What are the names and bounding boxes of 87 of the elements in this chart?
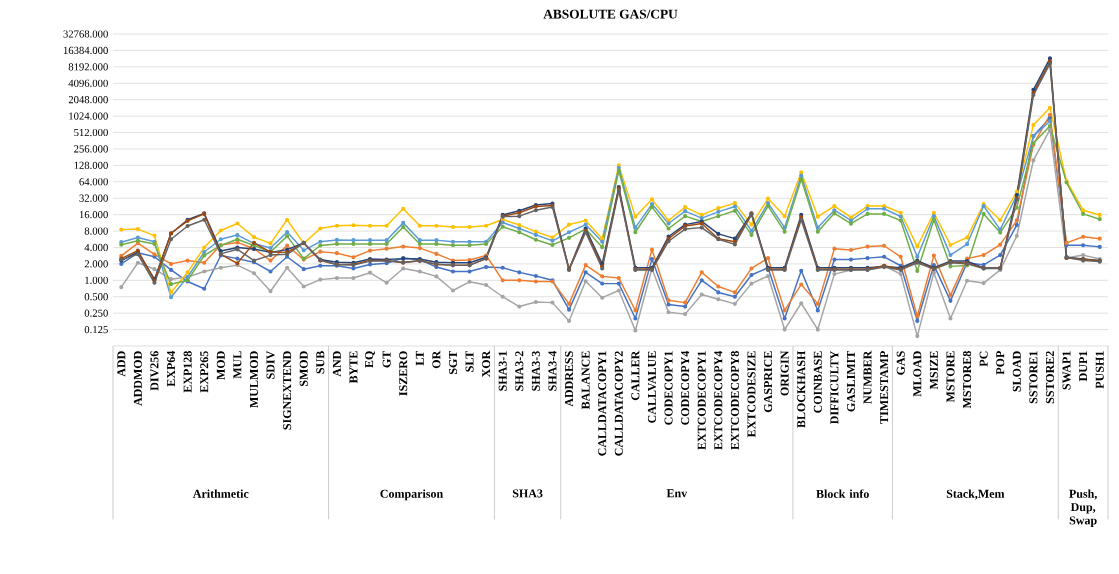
x-tick-label: PC [979, 351, 988, 367]
text: Stack,Mem [946, 489, 1005, 500]
x-tick-label: POP [996, 351, 1005, 375]
y-tick-label: 1024.000 [69, 112, 108, 120]
x-tick-label: SLOAD [1012, 351, 1021, 392]
x-tick-label: OR [432, 350, 441, 369]
chart-title: ABSOLUTE GAS/CPU [543, 9, 678, 19]
text: Push, Dup, Swap [1069, 489, 1097, 527]
x-tick-label: ISZERO [399, 351, 408, 396]
y-tick-label: 16384.000 [63, 46, 108, 55]
y-tick-label: 16.000 [79, 211, 108, 219]
x-tick-label: CALLER [631, 350, 640, 401]
x-tick-label: SWAP1 [1062, 351, 1071, 390]
x-tick-label: SSTORE2 [1045, 351, 1055, 404]
x-tick-label: MOD [216, 351, 225, 380]
x-tick-label: BLOCKHASH [797, 350, 806, 428]
x-tick-label: LT [415, 350, 424, 366]
x-tick-label: TIMESTAMP [880, 351, 889, 424]
x-tick-label: EQ [365, 351, 375, 368]
x-tick-label: GT [382, 350, 391, 368]
x-tick-label: CODECOPY1 [664, 351, 673, 425]
x-tick-label: BALANCE [581, 351, 590, 410]
y-tick-label: 8192.000 [68, 63, 108, 71]
x-tick-label: CALLDATACOPY2 [614, 351, 623, 456]
x-tick-label: MSIZE [929, 351, 938, 390]
y-tick-label: 0.250 [84, 309, 108, 317]
text: Block info [816, 489, 869, 498]
x-tick-label: SHA3-1 [498, 351, 507, 391]
x-tick-label: XOR [482, 350, 491, 378]
x-tick-label: DIFFICULTY [830, 350, 839, 425]
x-tick-label: SIGNEXTEND [283, 351, 292, 430]
x-tick-label: COINBASE [813, 351, 822, 413]
y-tick-label: 128.000 [74, 161, 108, 169]
x-tick-label: NUMBER [863, 350, 872, 404]
x-tick-label: AND [332, 351, 341, 377]
x-tick-label: EXP128 [183, 351, 192, 393]
text: Env [666, 489, 688, 498]
x-tick-label: ADDMOD [133, 351, 142, 406]
x-tick-label: SLT [465, 350, 474, 372]
x-tick-label: EXP64 [167, 350, 176, 387]
y-tick-label: 32.000 [79, 194, 108, 202]
y-tick-label: 4096.000 [68, 79, 108, 87]
y-tick-label: 32768.000 [63, 30, 108, 38]
y-tick-label: 256.000 [74, 145, 108, 153]
x-tick-label: MULMOD [249, 351, 258, 408]
y-tick-label: 4.000 [84, 243, 108, 252]
y-tick-label: 2.000 [84, 260, 108, 268]
x-tick-label: MUL [233, 351, 242, 379]
x-tick-label: MSTORE [946, 351, 955, 403]
x-tick-label: DIV256 [150, 351, 159, 391]
x-tick-label: GASPRICE [764, 351, 773, 413]
x-tick-label: SGT [448, 350, 457, 375]
text: Arithmetic [192, 489, 249, 498]
x-tick-label: EXTCODECOPY1 [697, 351, 706, 450]
y-tick-label: 64.000 [79, 178, 108, 186]
x-tick-label: ADD [117, 351, 126, 377]
text: SHA3 [512, 489, 543, 498]
x-tick-label: MSTORE8 [963, 351, 972, 409]
y-tick-label: 0.125 [84, 325, 108, 334]
x-tick-label: CALLDATACOPY1 [598, 351, 607, 456]
x-tick-label: GASLIMIT [846, 350, 856, 412]
text: Comparison [380, 489, 443, 501]
x-tick-label: SSTORE1 [1029, 351, 1038, 404]
x-tick-label: BYTE [349, 351, 358, 384]
y-tick-label: 2048.000 [68, 96, 108, 104]
x-tick-label: SMOD [299, 351, 308, 387]
x-tick-label: CODECOPY4 [681, 350, 690, 425]
x-tick-label: ADDRESS [565, 351, 574, 407]
x-tick-label: GAS [896, 351, 905, 375]
y-tick-label: 0.500 [84, 293, 108, 301]
y-tick-label: 1.000 [85, 276, 108, 284]
x-tick-label: ORIGIN [780, 350, 789, 396]
x-tick-label: DUP1 [1079, 351, 1088, 382]
x-tick-label: PUSH1 [1095, 351, 1104, 389]
x-tick-label: SHA3-4 [548, 350, 557, 391]
x-tick-label: SHA3-2 [515, 351, 524, 391]
y-tick-label: 512.000 [74, 128, 108, 137]
x-tick-label: MLOAD [913, 351, 922, 397]
y-tick-label: 8.000 [84, 227, 108, 235]
x-tick-label: EXTCODESIZE [747, 351, 756, 438]
x-tick-label: EXTCODECOPY4 [714, 350, 723, 450]
x-tick-label: EXTCODECOPY8 [730, 351, 739, 450]
x-tick-label: SDIV [266, 350, 275, 379]
x-tick-label: EXP265 [200, 351, 209, 393]
x-tick-label: SHA3-3 [531, 351, 540, 391]
x-tick-label: SUB [316, 351, 325, 374]
x-tick-label: CALLVALUE [647, 351, 657, 423]
